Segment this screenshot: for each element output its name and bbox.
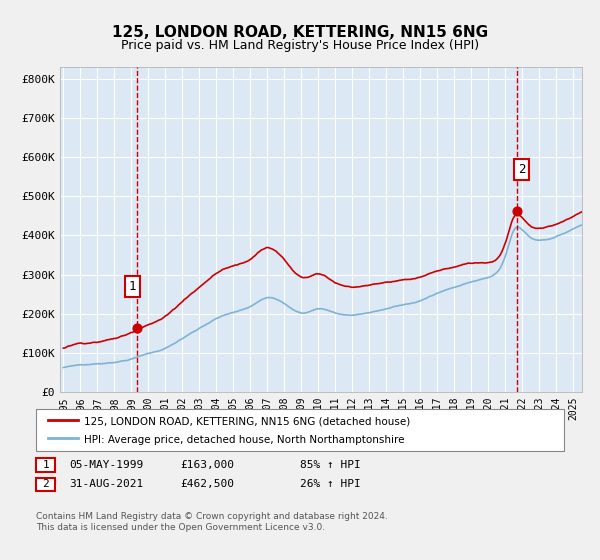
Text: £163,000: £163,000 <box>180 460 234 470</box>
Text: 1: 1 <box>42 460 49 470</box>
Text: 05-MAY-1999: 05-MAY-1999 <box>69 460 143 470</box>
Text: Price paid vs. HM Land Registry's House Price Index (HPI): Price paid vs. HM Land Registry's House … <box>121 39 479 52</box>
Text: 2: 2 <box>42 479 49 489</box>
Point <box>512 207 521 216</box>
Text: 125, LONDON ROAD, KETTERING, NN15 6NG (detached house): 125, LONDON ROAD, KETTERING, NN15 6NG (d… <box>84 417 410 427</box>
Text: 31-AUG-2021: 31-AUG-2021 <box>69 479 143 489</box>
Text: 1: 1 <box>128 280 136 293</box>
Point <box>133 324 142 333</box>
Text: 2: 2 <box>518 163 526 176</box>
Text: 125, LONDON ROAD, KETTERING, NN15 6NG: 125, LONDON ROAD, KETTERING, NN15 6NG <box>112 25 488 40</box>
Text: HPI: Average price, detached house, North Northamptonshire: HPI: Average price, detached house, Nort… <box>84 435 404 445</box>
Text: 26% ↑ HPI: 26% ↑ HPI <box>300 479 361 489</box>
Text: £462,500: £462,500 <box>180 479 234 489</box>
Text: Contains HM Land Registry data © Crown copyright and database right 2024.
This d: Contains HM Land Registry data © Crown c… <box>36 512 388 532</box>
Text: 85% ↑ HPI: 85% ↑ HPI <box>300 460 361 470</box>
